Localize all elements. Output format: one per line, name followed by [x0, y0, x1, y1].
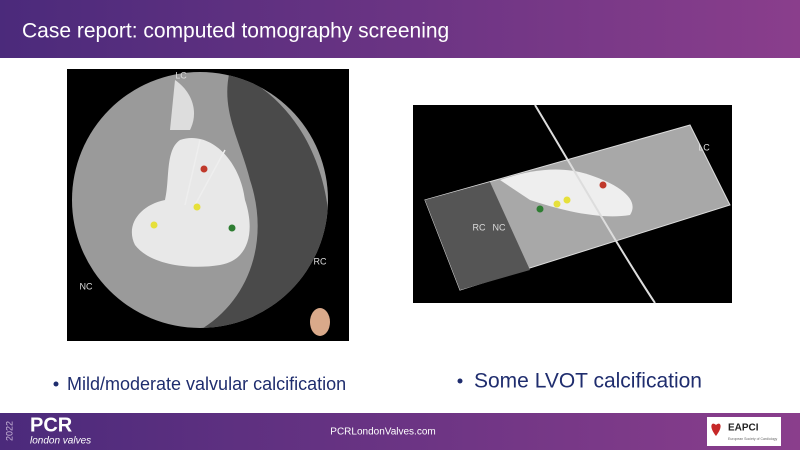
header-bar	[0, 0, 800, 58]
footer-event: london valves	[30, 436, 91, 447]
image-label: LC	[698, 142, 710, 152]
slide-title: Case report: computed tomography screeni…	[22, 20, 449, 43]
image-label: LC	[175, 70, 187, 80]
bullet-text: Some LVOT calcification	[474, 370, 702, 393]
bullet-dot	[457, 378, 463, 384]
footer-bar	[0, 413, 800, 450]
ct-image-axial	[67, 69, 349, 341]
bullet-text: Mild/moderate valvular calcification	[67, 374, 346, 394]
logo-box	[707, 417, 781, 446]
footer-year: 2022	[4, 421, 14, 441]
footer-url: PCRLondonValves.com	[330, 427, 435, 438]
bullet-dot	[53, 381, 59, 387]
image-label: NC	[493, 222, 506, 232]
image-label: NC	[80, 281, 93, 291]
image-label: RC	[473, 222, 486, 232]
image-label: RC	[314, 256, 327, 266]
logo-subtext: European Society of Cardiology	[728, 437, 777, 441]
logo-heart	[711, 423, 721, 436]
ct-image-lvot	[413, 104, 732, 304]
footer-brand: PCR	[30, 414, 73, 436]
logo-text: EAPCI	[728, 423, 759, 434]
